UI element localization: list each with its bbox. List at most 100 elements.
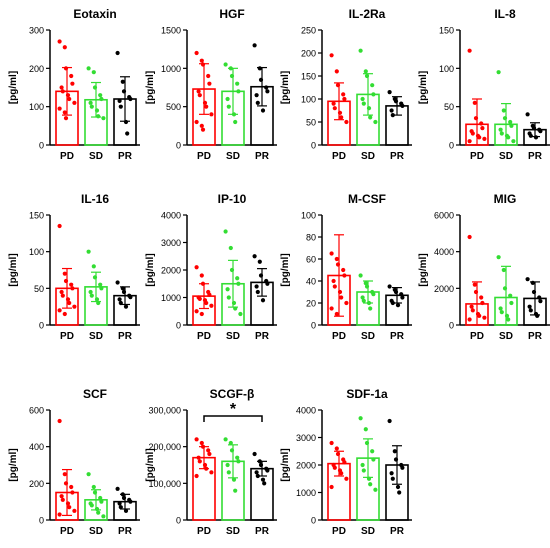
data-point xyxy=(366,476,372,481)
data-point xyxy=(207,81,212,86)
data-point xyxy=(235,276,240,281)
x-tick-label: PD xyxy=(60,526,74,537)
data-point xyxy=(123,508,129,513)
panel-title: IL-16 xyxy=(81,192,109,206)
data-point xyxy=(62,45,67,50)
data-point xyxy=(260,477,266,482)
data-point xyxy=(531,126,537,131)
data-point xyxy=(231,300,237,306)
data-point xyxy=(206,73,211,79)
data-point xyxy=(236,459,241,464)
data-point xyxy=(334,446,339,451)
y-tick-label: 200 xyxy=(301,49,316,59)
data-point xyxy=(387,418,392,424)
data-point xyxy=(62,271,67,276)
data-point xyxy=(202,100,208,105)
data-point xyxy=(363,427,368,432)
x-tick-label: PR xyxy=(255,331,270,342)
data-point xyxy=(59,289,64,295)
data-point xyxy=(118,300,123,306)
data-point xyxy=(223,437,228,442)
data-point xyxy=(472,100,477,105)
data-point xyxy=(364,73,370,79)
x-tick-label: SD xyxy=(226,151,240,162)
y-axis-label: [pg/ml] xyxy=(280,253,291,286)
data-point xyxy=(473,289,479,295)
data-point xyxy=(531,289,537,295)
data-point xyxy=(63,481,69,486)
data-point xyxy=(94,297,100,302)
data-point xyxy=(511,139,516,144)
y-tick-label: 0 xyxy=(39,321,44,331)
data-point xyxy=(496,255,501,260)
x-tick-label: SD xyxy=(499,331,513,342)
data-point xyxy=(200,444,206,449)
data-point xyxy=(207,451,212,457)
data-point xyxy=(257,259,262,264)
data-point xyxy=(199,123,204,128)
data-point xyxy=(341,92,346,97)
data-point xyxy=(260,108,266,113)
data-point xyxy=(334,256,339,262)
y-tick-label: 2000 xyxy=(296,461,316,471)
data-point xyxy=(395,484,401,490)
chart-panel-10: SDF-1a 0 1000 2000 3000 4000 [pg/ml] PD SD PR xyxy=(280,387,412,537)
data-point xyxy=(199,273,204,278)
y-tick-label: 3000 xyxy=(161,238,181,248)
data-point xyxy=(92,275,98,280)
y-tick-label: 1000 xyxy=(296,488,316,498)
data-point xyxy=(92,85,98,90)
data-point xyxy=(128,96,133,102)
data-point xyxy=(368,115,373,120)
panel-title: MIG xyxy=(494,192,517,206)
data-point xyxy=(252,254,257,259)
data-point xyxy=(329,440,334,446)
x-tick-label: SD xyxy=(361,151,375,162)
data-point xyxy=(480,126,485,131)
data-point xyxy=(235,81,240,86)
data-point xyxy=(72,100,77,105)
data-point xyxy=(65,501,71,506)
data-point xyxy=(229,73,235,79)
data-point xyxy=(117,98,122,104)
data-point xyxy=(332,465,337,470)
chart-panel-2: IL-2Ra 0 50 100 150 200 250 [pg/ml] PD SD PR xyxy=(280,7,412,162)
data-point xyxy=(65,297,71,302)
data-point xyxy=(92,490,98,495)
data-point xyxy=(228,66,233,71)
y-axis-label: [pg/ml] xyxy=(418,71,429,104)
data-point xyxy=(199,440,204,446)
data-point xyxy=(91,70,96,75)
y-tick-label: 40 xyxy=(306,277,316,287)
data-point xyxy=(67,96,72,102)
data-point xyxy=(344,476,349,481)
data-point xyxy=(501,267,506,273)
data-point xyxy=(226,295,231,300)
data-point xyxy=(70,490,75,495)
data-point xyxy=(123,119,129,125)
data-point xyxy=(62,110,67,115)
data-point xyxy=(62,472,67,477)
data-point xyxy=(96,114,101,119)
data-point xyxy=(69,282,74,287)
y-tick-label: 2000 xyxy=(161,266,181,276)
data-point xyxy=(204,466,209,471)
data-point xyxy=(252,451,257,457)
data-point xyxy=(344,119,349,125)
y-tick-label: 4000 xyxy=(296,406,316,416)
panel-title: SCGF-β xyxy=(210,387,255,401)
data-point xyxy=(257,66,262,71)
data-point xyxy=(228,245,233,251)
data-point xyxy=(496,70,501,75)
data-point xyxy=(60,497,65,502)
panel-title: M-CSF xyxy=(348,192,386,206)
data-point xyxy=(194,309,199,314)
data-point xyxy=(387,284,392,289)
data-point xyxy=(91,484,96,490)
data-point xyxy=(57,106,62,111)
y-tick-label: 500 xyxy=(166,102,181,112)
data-point xyxy=(329,251,334,256)
y-tick-label: 150 xyxy=(301,72,316,82)
data-point xyxy=(506,317,511,322)
data-point xyxy=(360,462,365,468)
